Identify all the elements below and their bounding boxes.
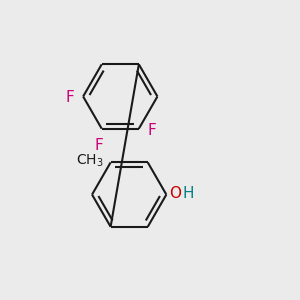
Text: F: F — [65, 91, 74, 106]
Text: CH$_3$: CH$_3$ — [76, 153, 103, 169]
Text: F: F — [148, 123, 157, 138]
Text: F: F — [94, 138, 103, 153]
Text: H: H — [183, 186, 194, 201]
Text: O: O — [169, 186, 181, 201]
